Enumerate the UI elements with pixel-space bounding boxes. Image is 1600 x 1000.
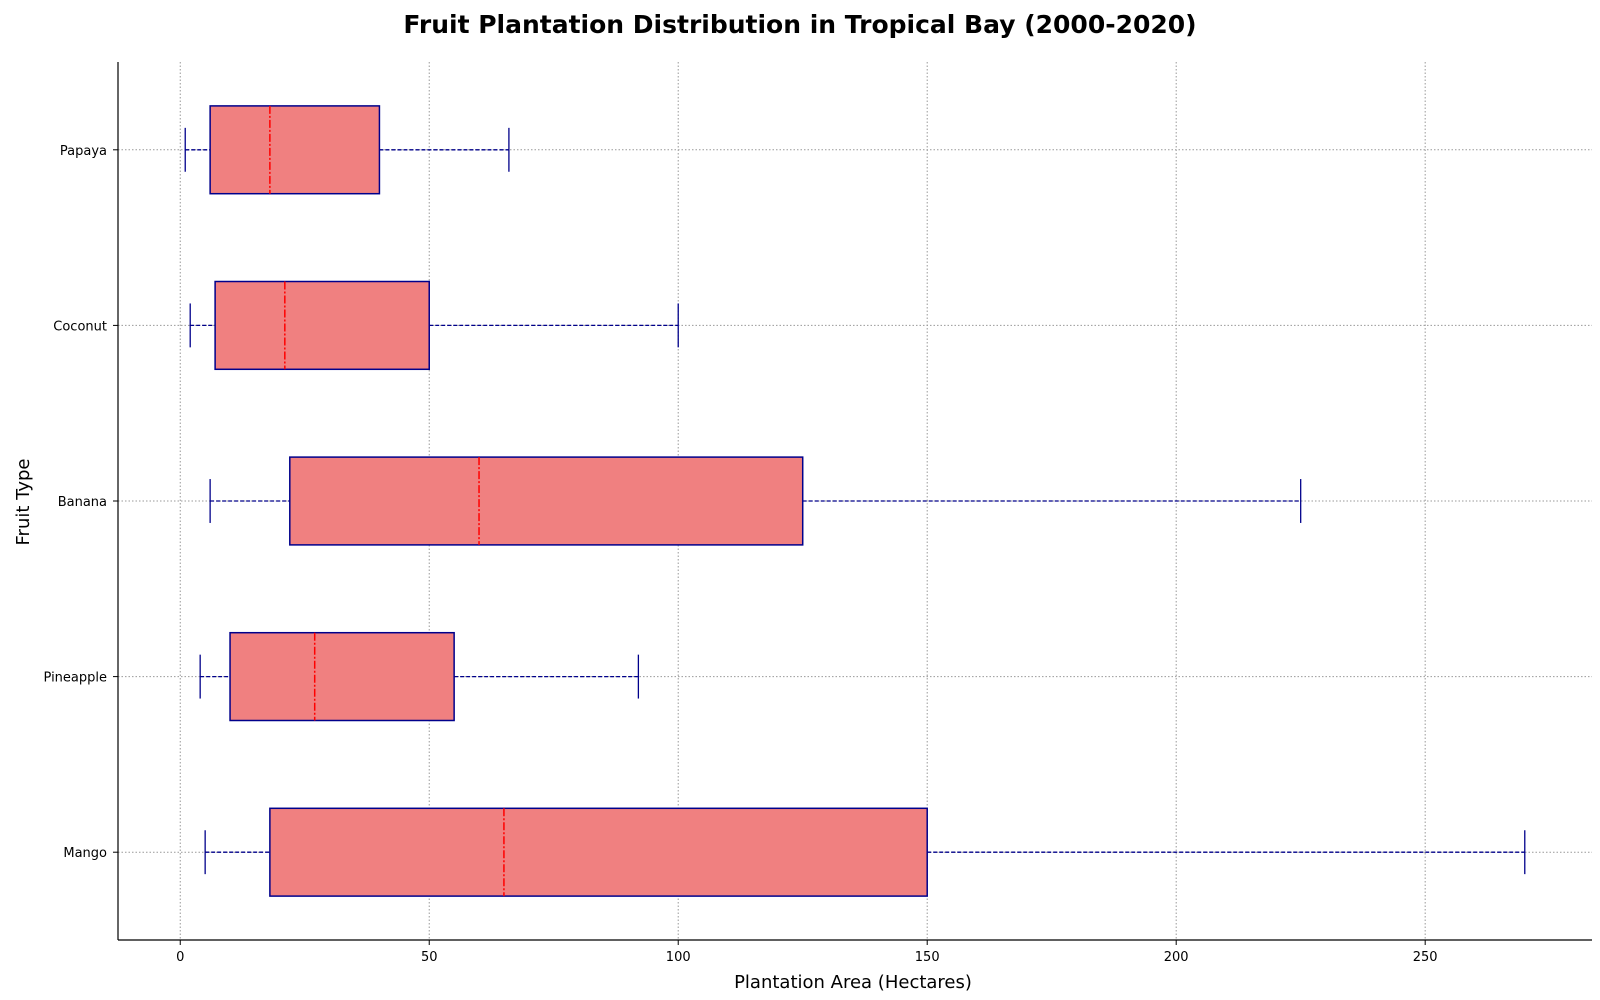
chart-title: Fruit Plantation Distribution in Tropica… [403,10,1197,39]
y-tick-label: Papaya [60,144,107,159]
y-tick-label: Pineapple [44,671,107,686]
box-pineapple [229,631,455,722]
y-axis-label: Fruit Type [13,459,34,546]
x-tick-label: 0 [176,950,184,965]
x-tick-label: 150 [915,950,940,965]
box-papaya [209,105,381,195]
y-tick-label: Coconut [53,319,107,334]
x-axis-label: Plantation Area (Hectares) [734,972,972,993]
x-tick-label: 100 [666,950,691,965]
y-tick-label: Banana [58,495,107,510]
box-layer [184,105,1526,897]
box-mango [269,807,928,897]
axis-layer: 0 50 100 150 200 250 Mango Pineapple Banana Cocon… [44,62,1592,965]
y-tick-label: Mango [63,846,107,861]
box-coconut [214,280,430,371]
x-tick-label: 250 [1413,950,1438,965]
box-banana [289,456,804,546]
x-tick-label: 50 [421,950,438,965]
x-tick-label: 200 [1164,950,1189,965]
